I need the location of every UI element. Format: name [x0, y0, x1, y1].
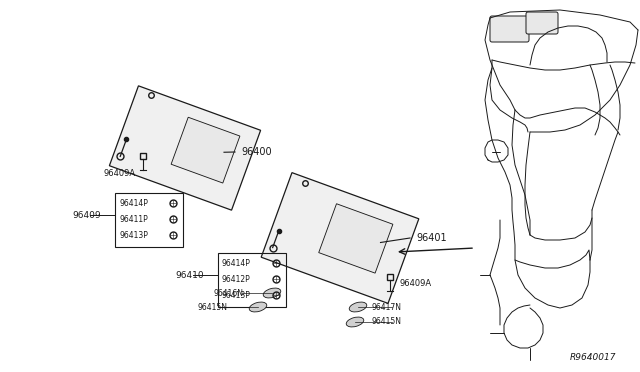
FancyBboxPatch shape: [526, 12, 558, 34]
Text: 96415N: 96415N: [372, 317, 402, 327]
Text: 96413P: 96413P: [222, 291, 251, 299]
Ellipse shape: [263, 288, 281, 298]
Text: 96400: 96400: [241, 147, 271, 157]
Ellipse shape: [346, 317, 364, 327]
Text: 96411P: 96411P: [119, 215, 148, 224]
Polygon shape: [319, 204, 393, 273]
Ellipse shape: [249, 302, 267, 312]
Text: 96409A: 96409A: [400, 279, 432, 288]
FancyBboxPatch shape: [490, 16, 529, 42]
Text: 96410: 96410: [175, 270, 204, 279]
Polygon shape: [171, 117, 240, 183]
Text: 96413P: 96413P: [119, 231, 148, 240]
Text: 96414P: 96414P: [119, 199, 148, 208]
Text: 96414P: 96414P: [222, 259, 251, 267]
Text: 96401: 96401: [416, 233, 447, 243]
Bar: [218, 253, 286, 307]
Ellipse shape: [349, 302, 367, 312]
Text: 96409: 96409: [72, 211, 100, 219]
Polygon shape: [261, 173, 419, 304]
Bar: [115, 193, 183, 247]
Text: 96417N: 96417N: [372, 302, 402, 311]
Text: 96409A: 96409A: [103, 170, 135, 179]
Text: 96415N: 96415N: [198, 302, 228, 311]
Text: 96416N: 96416N: [214, 289, 244, 298]
Polygon shape: [109, 86, 260, 210]
Text: R9640017: R9640017: [570, 353, 616, 362]
Text: 96412P: 96412P: [222, 275, 251, 283]
